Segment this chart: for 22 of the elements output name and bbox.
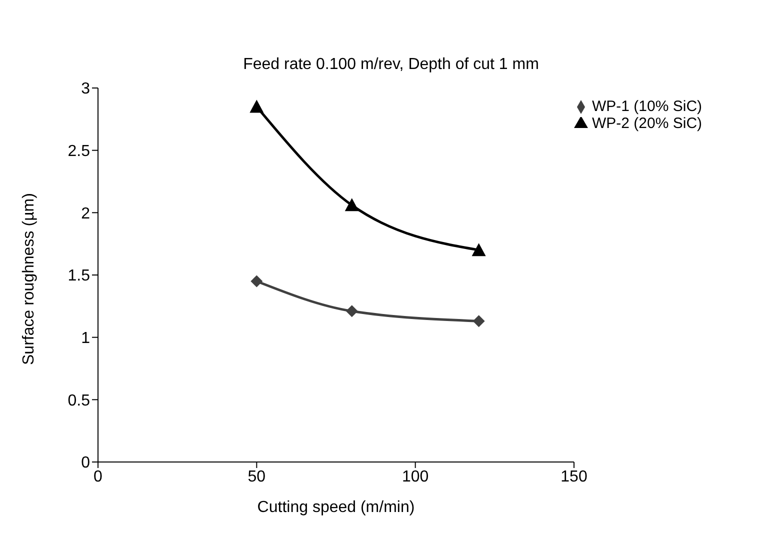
x-tick-label: 100	[402, 468, 429, 486]
y-tick-label: 1.5	[68, 268, 90, 285]
point	[346, 305, 358, 318]
point	[472, 243, 486, 256]
chart-title: Feed rate 0.100 m/rev, Depth of cut 1 mm	[242, 56, 540, 74]
x-tick-label: 50	[248, 468, 266, 486]
y-tick-label: 1	[81, 330, 90, 348]
x-tick-label: 150	[560, 468, 588, 486]
legend-label: WP-1 (10% SiC)	[592, 98, 702, 115]
y-tick-label: 2	[81, 205, 90, 222]
y-tick-label: 3	[81, 80, 90, 98]
x-axis-title: Cutting speed (m/min)	[257, 499, 415, 516]
point	[344, 198, 359, 212]
x-tick-label: 0	[94, 468, 103, 486]
y-tick-label: 0.5	[68, 392, 90, 410]
legend-label: WP-2 (20% SiC)	[592, 115, 702, 132]
point	[250, 275, 263, 288]
y-tick-label: 2.5	[68, 143, 90, 160]
y-tick-label: 0	[81, 454, 90, 472]
y-axis-title: Surface roughness (µm)	[20, 193, 38, 365]
point	[250, 100, 264, 113]
point	[472, 315, 485, 328]
